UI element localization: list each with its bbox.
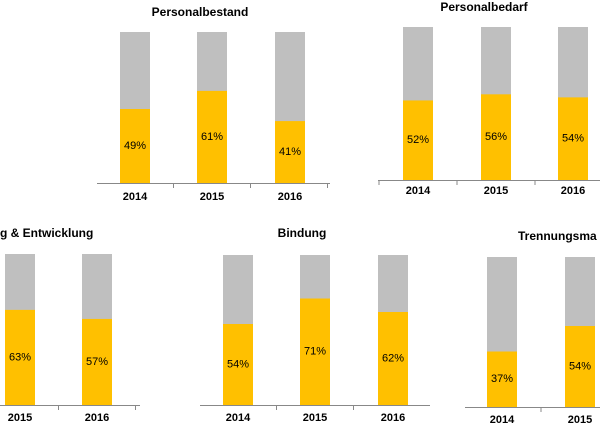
- data-label: 54%: [227, 358, 249, 370]
- chart-title: Bindung: [278, 226, 327, 240]
- bar: [481, 94, 511, 180]
- data-label: 62%: [382, 352, 404, 364]
- data-label: 57%: [86, 356, 108, 368]
- x-tick-label: 2015: [200, 191, 224, 203]
- bar: [378, 312, 408, 405]
- x-tick-label: 2016: [561, 185, 585, 197]
- data-label: 41%: [279, 146, 301, 158]
- x-tick-label: 2016: [278, 191, 302, 203]
- data-label: 54%: [562, 133, 584, 145]
- x-tick-label: 2015: [303, 412, 327, 424]
- x-tick-label: 2016: [381, 412, 405, 424]
- bar: [300, 298, 330, 405]
- data-label: 63%: [9, 351, 31, 363]
- chart-title: Personalbedarf: [440, 0, 528, 14]
- bar: [223, 324, 253, 405]
- data-label: 54%: [569, 360, 591, 372]
- x-tick-label: 2014: [490, 414, 515, 426]
- bar: [403, 100, 433, 180]
- data-label: 37%: [491, 373, 513, 385]
- bar: [197, 90, 227, 183]
- bar: [558, 97, 588, 180]
- chart-title: g & Entwicklung: [0, 226, 93, 240]
- x-tick-label: 2014: [406, 185, 431, 197]
- x-tick-label: 2015: [8, 412, 32, 424]
- x-tick-label: 2014: [226, 412, 251, 424]
- bar: [275, 121, 305, 183]
- data-label: 71%: [304, 346, 326, 358]
- x-tick-label: 2014: [123, 191, 148, 203]
- bar: [5, 309, 35, 405]
- bar: [82, 318, 112, 405]
- x-tick-label: 2016: [85, 412, 109, 424]
- data-label: 52%: [407, 134, 429, 146]
- x-tick-label: 2015: [484, 185, 508, 197]
- data-label: 61%: [201, 131, 223, 143]
- chart-title: Personalbestand: [152, 5, 249, 19]
- bar: [487, 351, 517, 407]
- bar: [120, 109, 150, 183]
- data-label: 56%: [485, 131, 507, 143]
- data-label: 49%: [124, 140, 146, 152]
- bar: [565, 326, 595, 407]
- chart-title: Trennungsma: [518, 229, 597, 243]
- x-tick-label: 2015: [568, 414, 592, 426]
